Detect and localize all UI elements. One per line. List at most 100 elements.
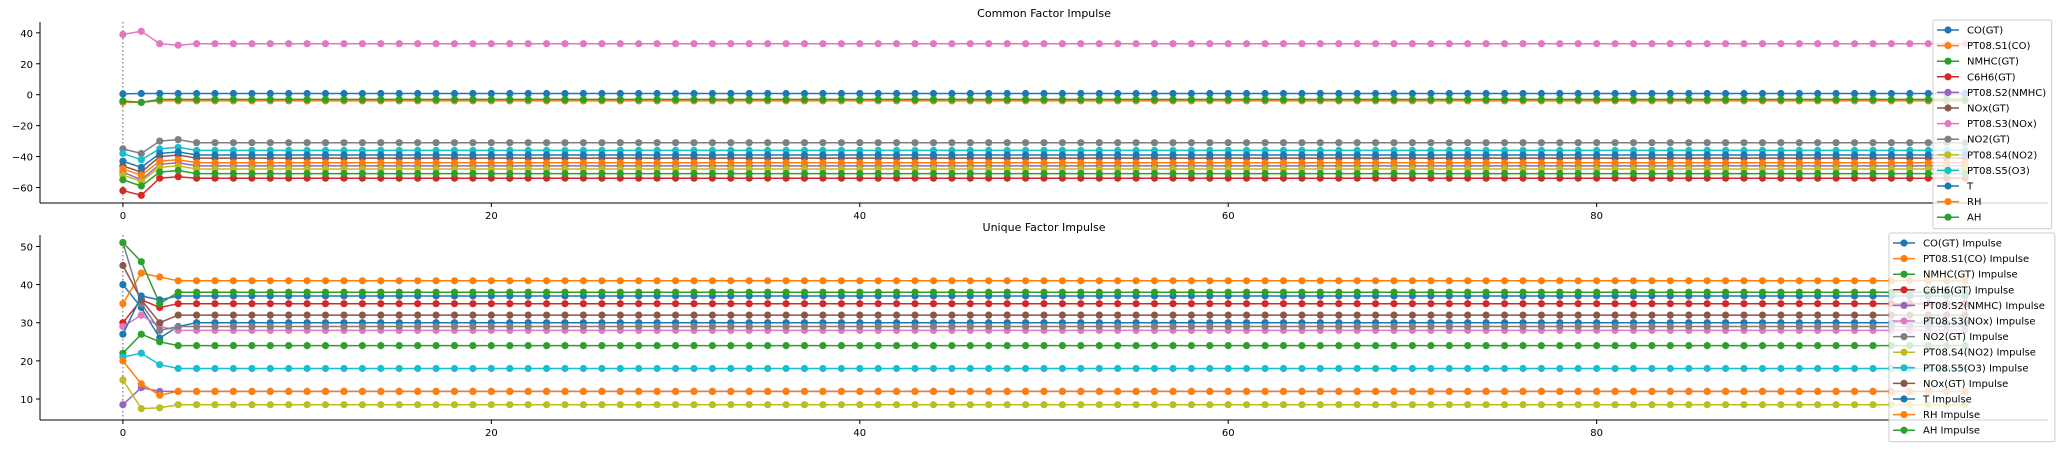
data-point: [1040, 322, 1048, 331]
data-point: [1040, 151, 1048, 159]
data-point: [524, 159, 532, 167]
data-point: [1482, 89, 1490, 98]
data-point: [469, 311, 477, 319]
data-point: [1703, 342, 1711, 350]
data-point: [1224, 300, 1232, 308]
data-point: [1095, 170, 1103, 178]
data-point: [672, 342, 680, 350]
data-point: [1114, 170, 1122, 178]
data-point: [248, 40, 256, 48]
data-point: [156, 319, 164, 327]
data-point: [856, 151, 864, 159]
data-point: [1169, 40, 1177, 48]
data-point: [1335, 89, 1343, 98]
legend-label: PT08.S4(NO2): [1967, 150, 2037, 161]
data-point: [358, 159, 366, 167]
data-point: [708, 89, 717, 98]
data-point: [285, 342, 293, 350]
data-point: [1003, 300, 1011, 308]
data-point: [948, 277, 956, 285]
data-point: [1703, 300, 1711, 308]
data-point: [377, 387, 385, 395]
data-point: [1335, 300, 1343, 308]
data-point: [432, 95, 440, 103]
data-point: [1777, 89, 1785, 98]
data-point: [1795, 364, 1803, 373]
data-point: [1003, 40, 1011, 48]
data-point: [1150, 342, 1159, 350]
data-point: [211, 95, 219, 103]
data-point: [764, 364, 772, 373]
data-point: [469, 288, 477, 296]
data-point: [1832, 401, 1840, 409]
data-point: [1353, 95, 1361, 103]
y-tick-label: 0: [27, 91, 33, 102]
data-point: [764, 151, 772, 159]
legend-marker: [1900, 239, 1908, 247]
legend-label: PT08.S1(CO): [1967, 41, 2031, 52]
data-point: [1519, 40, 1527, 48]
data-point: [929, 159, 938, 167]
data-point: [340, 288, 348, 296]
data-point: [248, 151, 256, 159]
data-point: [966, 342, 974, 350]
data-point: [819, 40, 827, 48]
data-point: [1924, 40, 1932, 48]
data-point: [1556, 300, 1564, 308]
data-point: [1335, 322, 1343, 331]
data-point: [1464, 95, 1472, 103]
data-point: [1648, 151, 1656, 159]
data-point: [174, 166, 182, 175]
data-point: [1611, 95, 1619, 103]
data-point: [1851, 95, 1859, 103]
data-point: [487, 159, 495, 167]
data-point: [911, 89, 919, 98]
legend-label: PT08.S5(O3) Impulse: [1923, 363, 2028, 374]
data-point: [156, 300, 164, 308]
data-point: [1445, 364, 1453, 373]
data-point: [1703, 139, 1711, 147]
data-point: [1095, 95, 1103, 103]
data-point: [1132, 277, 1140, 285]
data-point: [1058, 401, 1066, 409]
data-point: [653, 151, 661, 159]
data-point: [524, 288, 532, 296]
data-point: [1077, 277, 1085, 285]
data-point: [340, 159, 348, 167]
data-point: [966, 288, 974, 296]
legend-marker: [1944, 182, 1952, 190]
data-point: [506, 89, 514, 98]
data-point: [1169, 322, 1177, 331]
data-point: [727, 387, 735, 395]
data-point: [1427, 322, 1435, 331]
data-point: [1058, 159, 1066, 167]
y-tick-label: 40: [20, 281, 33, 292]
data-point: [487, 401, 495, 409]
data-point: [653, 170, 661, 178]
data-point: [1372, 95, 1380, 103]
data-point: [598, 139, 606, 147]
series-3: [119, 330, 1969, 357]
data-point: [1150, 40, 1159, 48]
data-point: [1740, 95, 1748, 103]
data-point: [1501, 387, 1509, 395]
data-point: [524, 151, 532, 159]
legend-marker: [1944, 104, 1952, 112]
data-point: [708, 170, 717, 178]
data-point: [1501, 95, 1509, 103]
data-point: [745, 151, 753, 159]
data-point: [764, 170, 772, 178]
data-point: [119, 261, 127, 270]
data-point: [1482, 387, 1490, 395]
data-point: [800, 159, 809, 167]
data-point: [1077, 151, 1085, 159]
data-point: [487, 387, 495, 395]
data-point: [819, 401, 827, 409]
data-point: [1482, 151, 1490, 159]
data-point: [1261, 95, 1269, 103]
data-point: [469, 95, 477, 103]
data-point: [119, 157, 127, 165]
data-point: [1353, 277, 1361, 285]
data-point: [579, 300, 588, 308]
data-point: [1372, 364, 1380, 373]
